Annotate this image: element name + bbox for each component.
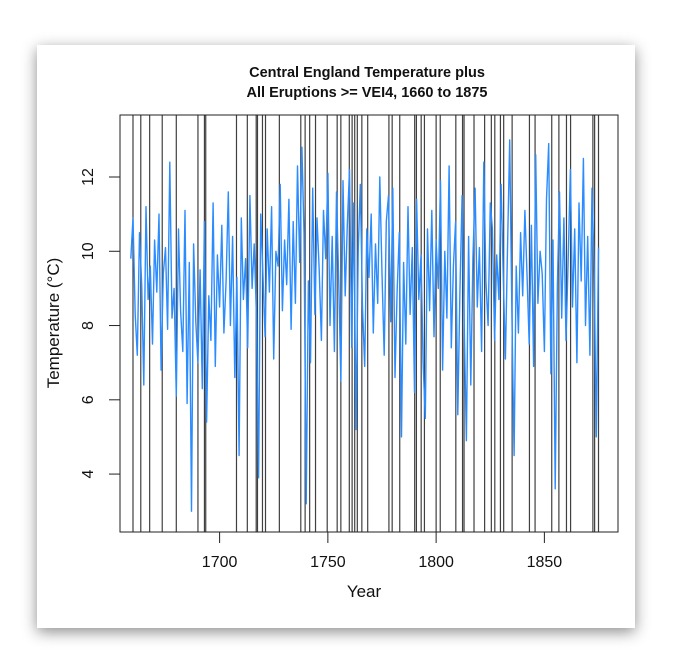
y-tick-label: 6 xyxy=(80,395,97,404)
y-tick-label: 10 xyxy=(80,242,97,260)
y-axis-label: Temperature (°C) xyxy=(44,258,63,389)
x-tick-label: 1750 xyxy=(310,554,346,571)
x-tick-label: 1800 xyxy=(418,554,454,571)
chart-title-line2: All Eruptions >= VEI4, 1660 to 1875 xyxy=(247,85,488,101)
plot-frame xyxy=(119,114,619,533)
x-axis: 1700 1750 1800 1850 xyxy=(202,532,562,571)
y-tick-label: 8 xyxy=(80,321,97,330)
x-tick-label: 1700 xyxy=(202,554,238,571)
x-axis-label: Year xyxy=(347,582,382,601)
y-axis: 4 6 8 10 12 xyxy=(80,168,120,479)
y-tick-label: 4 xyxy=(80,470,97,479)
chart-title-line1: Central England Temperature plus xyxy=(249,65,485,81)
temperature-series-line xyxy=(130,139,600,512)
y-tick-label: 12 xyxy=(80,168,97,186)
x-tick-label: 1850 xyxy=(527,554,563,571)
